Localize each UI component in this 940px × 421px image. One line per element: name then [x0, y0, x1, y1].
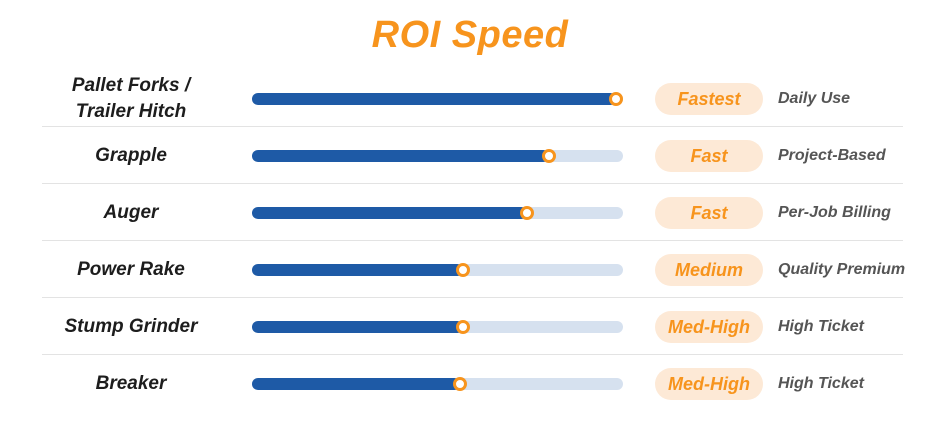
chart-row-breaker: Breaker Med-High High Ticket: [42, 355, 903, 412]
speed-rating-badge: Fastest: [655, 83, 763, 115]
bar-track: [252, 149, 623, 163]
category-label: Auger: [103, 201, 159, 223]
bar-fill: [252, 378, 460, 390]
bar-end-marker: [456, 320, 470, 334]
bar-end-marker: [609, 92, 623, 106]
revenue-note: Quality Premium: [778, 260, 906, 278]
category-label: Power Rake: [77, 258, 185, 280]
revenue-note: Project-Based: [778, 146, 886, 164]
revenue-note: High Ticket: [778, 317, 864, 335]
bar-track: [252, 320, 623, 334]
speed-rating-badge: Fast: [655, 197, 763, 229]
bar-end-marker: [453, 377, 467, 391]
bar-fill: [252, 207, 527, 219]
revenue-note: Per-Job Billing: [778, 203, 891, 221]
bar-fill: [252, 321, 463, 333]
category-label: Breaker: [95, 372, 167, 394]
bar-fill: [252, 264, 463, 276]
revenue-note: High Ticket: [778, 374, 864, 392]
bar-track: [252, 263, 623, 277]
chart-row-stump-grinder: Stump Grinder Med-High High Ticket: [42, 298, 903, 355]
speed-rating-badge: Fast: [655, 140, 763, 172]
category-label: Stump Grinder: [64, 315, 198, 337]
chart-row-auger: Auger Fast Per-Job Billing: [42, 184, 903, 241]
chart-rows: Pallet Forks / Trailer Hitch Fastest Daily…: [42, 70, 906, 412]
bar-end-marker: [542, 149, 556, 163]
bar-track: [252, 206, 623, 220]
speed-rating-badge: Medium: [655, 254, 763, 286]
bar-fill: [252, 150, 549, 162]
chart-row-grapple: Grapple Fast Project-Based: [42, 127, 903, 184]
speed-rating-badge: Med-High: [655, 368, 763, 400]
chart-row-power-rake: Power Rake Medium Quality Premium: [42, 241, 906, 298]
bar-track: [252, 377, 623, 391]
category-label: Pallet Forks / Trailer Hitch: [71, 74, 191, 122]
bar-track: [252, 92, 623, 106]
bar-end-marker: [520, 206, 534, 220]
chart-title: ROI Speed: [371, 14, 569, 56]
category-label: Grapple: [95, 144, 167, 166]
bar-end-marker: [456, 263, 470, 277]
speed-rating-badge: Med-High: [655, 311, 763, 343]
revenue-note: Daily Use: [778, 89, 851, 107]
chart-row-pallet-forks-trailer-hitch: Pallet Forks / Trailer Hitch Fastest Daily…: [42, 70, 903, 127]
bar-fill: [252, 93, 616, 105]
